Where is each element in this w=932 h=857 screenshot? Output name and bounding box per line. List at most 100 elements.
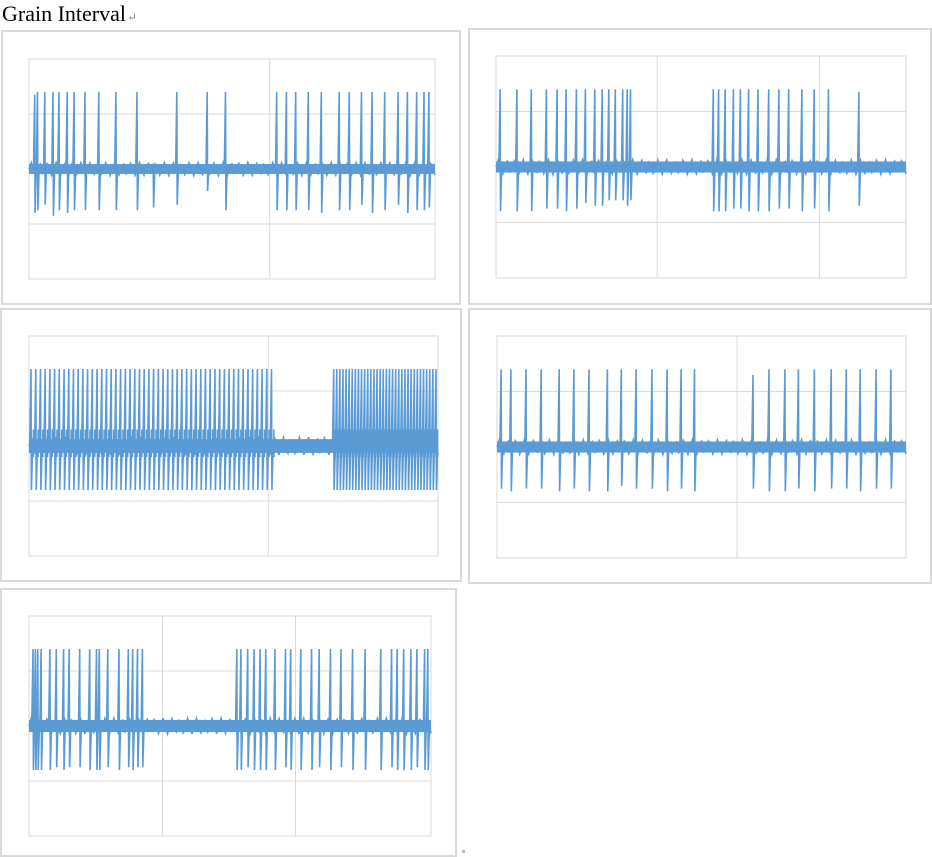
series-pulse [396,368,402,491]
series-pulse [756,89,761,212]
series-pulse [104,368,109,491]
series-pulse [109,368,114,491]
series-pulse [359,91,364,205]
series-pulse [140,648,145,768]
series-pulse [746,89,751,212]
series-pulse [812,369,817,492]
series-pulse [874,369,879,489]
series-pulse [370,91,375,214]
series-pulse [421,368,426,491]
series-pulse [161,368,166,491]
series-pulse [83,91,88,211]
series-pulse [412,368,417,491]
series-pulse [90,368,95,491]
grain-interval-chart-5 [0,588,457,857]
series-pulse [126,648,131,768]
series-pulse [786,89,792,209]
series-pulse [856,92,862,206]
series-pulse [731,89,736,209]
series-pulse [571,369,577,489]
series-pulse [812,89,817,209]
chart-svg [28,58,436,280]
series-pulse [298,648,304,771]
series-pulse [238,648,244,771]
series-pulse [409,368,414,491]
series-pulse [347,91,352,211]
series-pulse [422,91,427,211]
series-pulse [587,369,592,492]
series-pulse [375,368,380,491]
series-pulse [156,368,161,491]
series-pulse [341,368,346,491]
series-pulse [782,369,788,492]
series-pulse [382,91,388,211]
series-pulse [130,648,136,771]
series-pulse [97,648,102,771]
chart-svg [496,335,907,559]
series-pulse [331,368,337,491]
series-pulse [151,368,156,491]
series-pulse [679,369,684,489]
series-pulse [146,368,152,491]
series-pulse [35,91,40,211]
series-pulse [283,648,288,768]
baseline-series-line [28,159,436,179]
series-pulse [205,91,210,192]
series-pulse [583,89,588,204]
series-pulse [665,369,670,492]
series-pulse [117,648,122,771]
series-pulse [250,368,256,491]
grain-interval-chart-2 [468,28,932,305]
series-pulse [51,91,56,216]
series-pulse [236,368,241,491]
series-pulse [113,91,119,211]
series-pulse [269,368,274,491]
series-pulse [258,648,263,771]
series-pulse [223,91,228,211]
series-pulse [430,368,436,491]
series-pulse [274,91,280,211]
series-pulse [347,368,352,491]
series-pulse [499,369,504,489]
series-pulse [353,368,358,491]
series-pulse [826,89,831,212]
series-pulse [135,648,140,768]
series-pulse [264,368,270,491]
series-pulse [620,89,626,201]
series-pulse [288,648,294,771]
series-pulse [80,368,86,491]
page-title: Grain Interval↵ [2,0,137,31]
series-pulse [33,368,39,491]
series-pulse [208,368,213,491]
series-pulse [539,369,544,489]
series-pulse [600,89,605,206]
series-pulse [574,89,579,209]
series-pulse [184,368,190,491]
series-pulse [135,91,140,211]
series-pulse [217,368,223,491]
series-pulse [650,369,655,489]
series-pulse [198,368,204,491]
series-pulse [203,368,208,491]
series-pulse [142,368,147,491]
series-pulse [33,648,38,771]
series-pulse [403,368,408,491]
series-pulse [170,368,175,491]
series-pulse [344,368,349,491]
series-pulse [424,368,430,491]
series-pulse [384,368,389,491]
series-pulse [95,368,100,491]
series-pulse [71,368,76,491]
series-pulse [246,368,251,491]
series-pulse [606,89,612,201]
series-pulse [350,648,355,771]
series-pulse [47,368,53,491]
series-pulse [61,648,66,771]
series-pulse [776,89,782,209]
series-pulse [189,368,194,491]
series-pulse [799,89,805,212]
series-pulse [85,368,90,491]
series-pulse [137,368,142,491]
page-title-text: Grain Interval [2,1,126,26]
series-pulse [796,369,801,489]
